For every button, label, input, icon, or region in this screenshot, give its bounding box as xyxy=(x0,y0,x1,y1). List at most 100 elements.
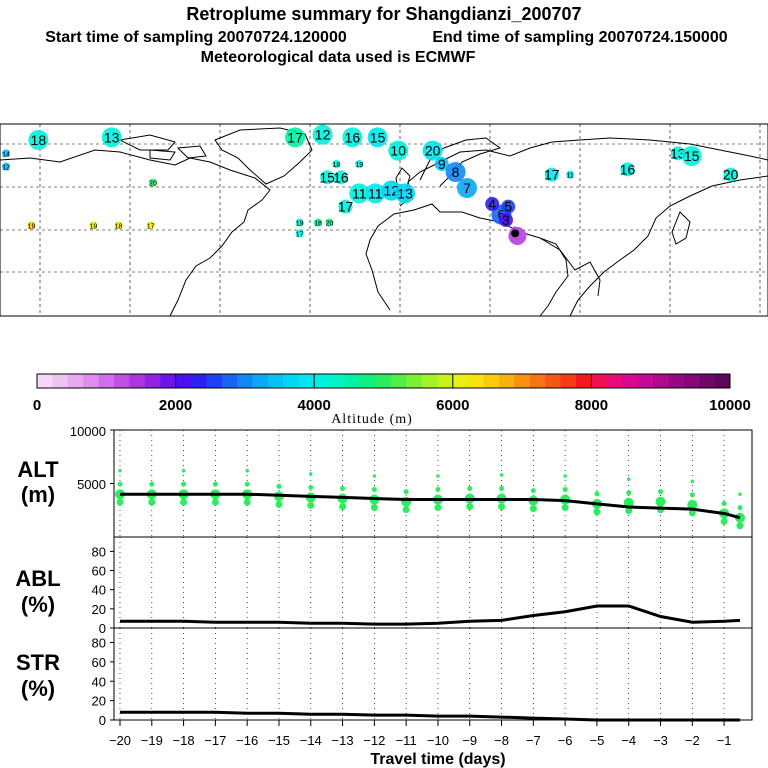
coastline-north-america xyxy=(0,149,271,317)
alt-cluster-point xyxy=(658,489,664,495)
colorbar-swatch xyxy=(283,374,300,388)
plume-marker: 11 xyxy=(365,183,386,204)
alt-cluster-point xyxy=(180,498,188,506)
x-tick-label: −18 xyxy=(173,733,195,748)
colorbar-tick-label: 6000 xyxy=(436,397,469,414)
alt-cluster-point xyxy=(181,468,186,473)
x-tick-label: −8 xyxy=(494,733,509,748)
coastline-arctic-islands xyxy=(118,134,207,161)
abl-label: ABL xyxy=(15,566,60,591)
coastline-east-asia xyxy=(569,175,768,317)
colorbar-swatch xyxy=(437,374,454,388)
plume-marker-circle xyxy=(434,157,449,171)
coastline-europe-africa xyxy=(365,203,569,317)
plume-marker: 8 xyxy=(445,162,466,182)
plume-marker: 19 xyxy=(89,221,98,230)
alt-cluster-point xyxy=(402,506,410,514)
plume-marker-label: 14 xyxy=(2,151,10,158)
alt-cluster-point xyxy=(403,489,409,495)
alt-cluster-point xyxy=(308,472,313,476)
pct-ytick-label: 0 xyxy=(99,621,106,636)
alt-cluster-point xyxy=(467,485,473,491)
plume-marker-circle xyxy=(422,140,443,161)
coastline-greenland xyxy=(214,127,313,185)
plume-marker-label: 3 xyxy=(502,212,510,228)
plume-marker-circle xyxy=(395,183,416,204)
colorbar-swatch xyxy=(98,374,115,388)
coastline-arabia-india xyxy=(539,237,601,297)
plume-marker: 17 xyxy=(544,167,560,183)
alt-cluster-point xyxy=(737,505,743,511)
altitude-colorbar xyxy=(36,373,731,389)
alt-cluster-point xyxy=(148,498,156,506)
alt-cluster-point xyxy=(690,479,695,484)
x-tick-label: −5 xyxy=(590,733,605,748)
colorbar-swatch xyxy=(468,374,485,388)
plume-marker-circle xyxy=(445,162,466,182)
plume-marker: 11 xyxy=(566,170,575,180)
plume-marker-label: 20 xyxy=(326,221,334,228)
plume-marker-circle xyxy=(501,199,516,214)
pct-ytick-label: 80 xyxy=(92,636,106,651)
plume-marker-label: 4 xyxy=(488,196,496,212)
abl-unit-label: (%) xyxy=(21,592,55,617)
x-tick-label: −1 xyxy=(717,733,732,748)
colorbar-tick-label: 2000 xyxy=(159,397,192,414)
plume-marker-circle xyxy=(320,170,335,185)
alt-label: ALT xyxy=(17,457,59,482)
panel-frame xyxy=(113,627,753,721)
plume-marker-circle xyxy=(114,221,123,230)
colorbar-swatch xyxy=(560,374,577,388)
alt-cluster-point xyxy=(117,481,123,487)
colorbar-swatch xyxy=(452,374,469,388)
alt-mean-line xyxy=(120,492,741,520)
x-tick-label: −20 xyxy=(109,733,131,748)
plume-marker: 9 xyxy=(434,156,449,172)
pct-ytick-label: 60 xyxy=(92,564,106,579)
pct-ytick-label: 20 xyxy=(92,694,106,709)
plume-marker: 17 xyxy=(295,229,304,238)
alt-cluster-point xyxy=(181,481,187,487)
x-tick-label: −4 xyxy=(621,733,636,748)
plume-marker: 20 xyxy=(723,167,739,183)
plume-marker-circle xyxy=(332,160,341,168)
colorbar-swatch xyxy=(268,374,284,388)
colorbar-swatch xyxy=(175,374,192,388)
alt-cluster-point xyxy=(498,502,506,510)
plume-marker: 5 xyxy=(501,199,516,215)
alt-cluster-point xyxy=(339,502,347,510)
plume-marker-circle xyxy=(723,167,738,182)
x-tick-label: −10 xyxy=(427,733,449,748)
plume-marker-label: 18 xyxy=(31,132,47,148)
plume-marker: 15 xyxy=(319,169,335,185)
alt-cluster-point xyxy=(529,505,537,513)
colorbar-swatch xyxy=(529,374,546,388)
colorbar-frame xyxy=(36,373,731,389)
plume-marker-circle xyxy=(146,221,155,230)
plume-marker-circle xyxy=(456,178,477,198)
alt-ytick-10000: 10000 xyxy=(70,424,106,439)
plume-marker: 19 xyxy=(355,160,364,169)
alt-cluster-point xyxy=(593,508,601,516)
plume-marker: 17 xyxy=(285,127,306,148)
plume-marker: 17 xyxy=(338,199,354,215)
plume-marker-circle xyxy=(313,218,322,227)
plume-marker-label: 19 xyxy=(89,223,97,230)
plume-marker: 12 xyxy=(2,162,10,172)
alt-cluster-point xyxy=(340,485,346,491)
colorbar-swatch xyxy=(67,374,84,388)
plume-marker-circle xyxy=(349,183,370,204)
x-tick-label: −11 xyxy=(396,733,417,748)
colorbar-swatch xyxy=(483,374,500,388)
panel-frame xyxy=(113,429,753,538)
plume-marker-circle xyxy=(498,213,513,227)
alt-cluster-point xyxy=(436,474,440,478)
plume-marker-circle xyxy=(681,146,702,166)
plume-marker-label: 15 xyxy=(319,169,335,185)
colorbar-tick-label: 10000 xyxy=(709,397,751,414)
colorbar-swatch xyxy=(545,374,562,388)
colorbar-swatch xyxy=(622,374,639,388)
alt-cluster-point xyxy=(623,497,634,508)
plume-marker-label: 11 xyxy=(352,185,367,201)
plume-marker: 7 xyxy=(456,178,477,198)
